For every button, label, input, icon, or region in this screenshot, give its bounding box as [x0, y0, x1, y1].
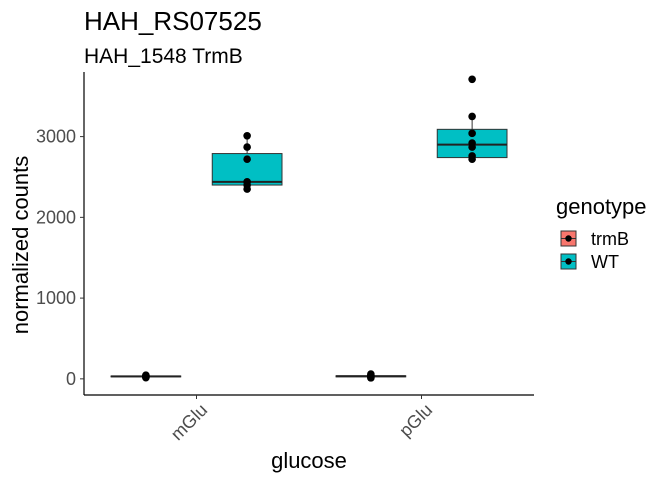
data-point-WT-pGlu — [468, 112, 476, 121]
legend: genotype trmB WT — [556, 194, 647, 272]
plot-area — [110, 75, 508, 382]
legend-items: trmB WT — [560, 229, 629, 272]
x-tick-label: mGlu — [167, 400, 212, 445]
x-tick-label: pGlu — [395, 400, 436, 441]
legend-label: WT — [591, 252, 619, 272]
legend-item-WT: WT — [560, 252, 619, 272]
y-tick-label: 3000 — [36, 127, 76, 147]
y-tick-label: 2000 — [36, 207, 76, 227]
y-axis-title: normalized counts — [8, 156, 33, 335]
data-point-WT-mGlu — [243, 131, 251, 140]
data-point-WT-pGlu — [468, 75, 476, 84]
y-tick-label: 0 — [66, 369, 76, 389]
legend-label: trmB — [591, 229, 629, 249]
data-point-WT-pGlu — [468, 152, 476, 160]
chart-subtitle: HAH_1548 TrmB — [84, 45, 243, 68]
legend-item-trmB: trmB — [560, 229, 629, 249]
data-point-WT-pGlu — [468, 139, 476, 147]
chart-title: HAH_RS07525 — [84, 6, 262, 36]
y-tick-label: 1000 — [36, 288, 76, 308]
x-axis-title: glucose — [271, 448, 347, 473]
data-point-WT-mGlu — [243, 155, 251, 164]
legend-key-point — [565, 258, 572, 265]
data-point-trmB-pGlu — [367, 370, 375, 378]
legend-key-point — [565, 235, 572, 242]
data-point-WT-pGlu — [468, 129, 476, 138]
data-point-trmB-mGlu — [142, 371, 150, 380]
legend-title: genotype — [556, 194, 647, 219]
data-point-WT-mGlu — [243, 143, 251, 151]
data-point-WT-mGlu — [243, 178, 251, 186]
